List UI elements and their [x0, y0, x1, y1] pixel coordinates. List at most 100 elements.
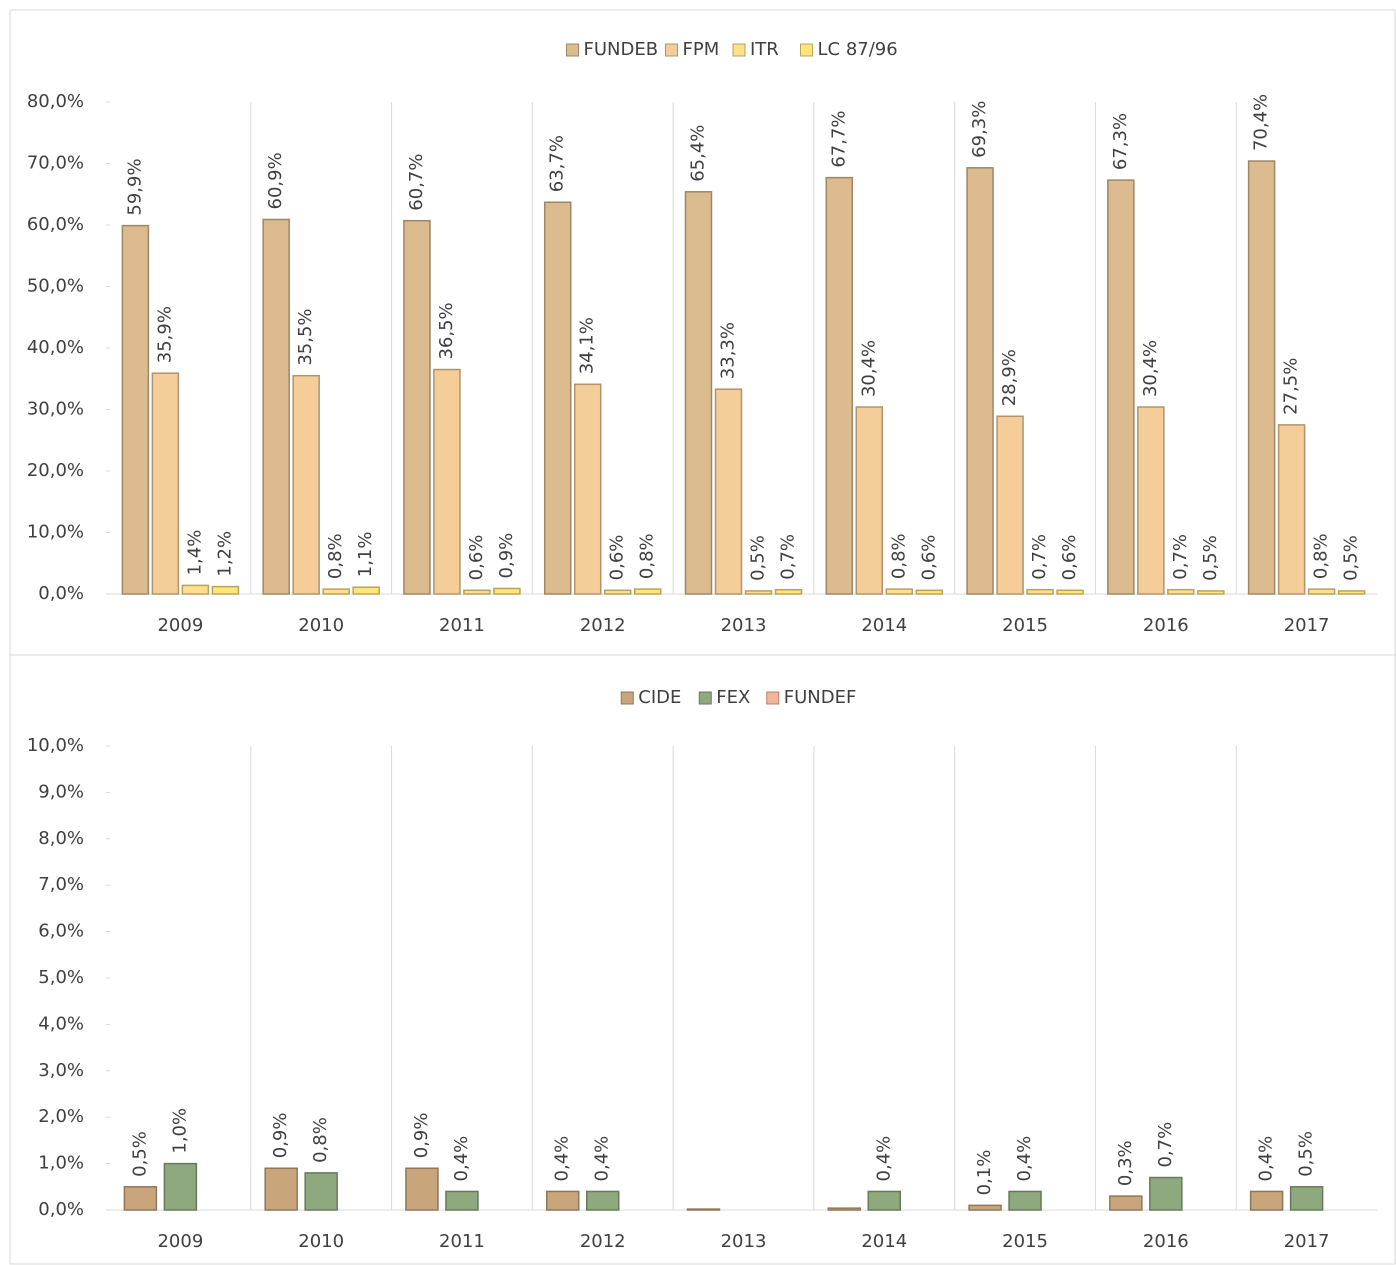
- bar: [774, 588, 803, 595]
- value-label: 0,6%: [1059, 535, 1080, 581]
- x-tick-label: 2017: [1284, 1231, 1330, 1252]
- x-tick-label: 2015: [1002, 615, 1048, 636]
- x-tick-label: 2014: [861, 615, 907, 636]
- x-tick-label: 2011: [439, 615, 485, 636]
- value-label: 0,9%: [496, 533, 517, 579]
- y-tick-label: 7,0%: [38, 874, 84, 895]
- legend-label: LC 87/96: [818, 39, 898, 60]
- bar: [211, 585, 240, 595]
- bar: [827, 1207, 862, 1211]
- bar: [867, 1190, 902, 1211]
- value-label: 0,7%: [1155, 1122, 1176, 1168]
- bar: [1008, 1190, 1042, 1211]
- bar: [322, 588, 350, 595]
- y-tick-label: 70,0%: [27, 153, 84, 174]
- y-tick-label: 5,0%: [38, 967, 84, 988]
- x-tick-label: 2010: [298, 1231, 344, 1252]
- value-label: 59,9%: [124, 158, 145, 215]
- legend-label: ITR: [750, 39, 779, 60]
- bar: [1307, 588, 1336, 595]
- y-tick-label: 40,0%: [27, 337, 84, 358]
- bar: [686, 1208, 721, 1211]
- value-label: 0,7%: [778, 534, 799, 580]
- bar: [573, 383, 602, 595]
- bar: [1277, 424, 1306, 595]
- value-label: 33,3%: [718, 322, 739, 379]
- value-label: 0,9%: [411, 1113, 432, 1159]
- y-tick-label: 10,0%: [27, 522, 84, 543]
- bar: [603, 589, 632, 595]
- y-tick-label: 9,0%: [38, 781, 84, 802]
- bar: [633, 588, 662, 595]
- bar: [744, 590, 773, 595]
- x-tick-label: 2015: [1002, 1231, 1048, 1252]
- y-tick-label: 80,0%: [27, 91, 84, 112]
- y-tick-label: 0,0%: [38, 1199, 84, 1220]
- value-label: 0,8%: [1311, 533, 1332, 579]
- value-label: 0,5%: [748, 535, 769, 581]
- value-label: 0,6%: [607, 535, 628, 581]
- bar: [1137, 406, 1165, 595]
- value-label: 0,5%: [129, 1131, 150, 1177]
- value-label: 0,5%: [1296, 1131, 1317, 1177]
- x-tick-label: 2014: [861, 1231, 907, 1252]
- bar: [1337, 590, 1366, 595]
- value-label: 36,5%: [436, 302, 457, 359]
- value-label: 30,4%: [1140, 340, 1161, 397]
- bar: [1026, 588, 1054, 595]
- x-tick-label: 2009: [157, 1231, 203, 1252]
- value-label: 1,4%: [184, 530, 205, 576]
- x-tick-label: 2012: [580, 1231, 626, 1252]
- bar: [493, 587, 521, 595]
- bar: [1149, 1176, 1183, 1211]
- bar: [405, 1167, 439, 1211]
- bar: [262, 218, 290, 595]
- frame: [9, 9, 1396, 1265]
- value-label: 65,4%: [688, 125, 709, 182]
- y-tick-label: 2,0%: [38, 1106, 84, 1127]
- value-label: 0,6%: [918, 535, 939, 581]
- y-tick-label: 10,0%: [27, 735, 84, 756]
- value-label: 0,8%: [888, 533, 909, 579]
- value-label: 30,4%: [858, 340, 879, 397]
- bar: [123, 1186, 158, 1211]
- bar: [714, 388, 743, 595]
- value-label: 0,5%: [1200, 535, 1221, 581]
- value-label: 67,3%: [1110, 113, 1131, 170]
- legend-swatch: [620, 691, 634, 705]
- value-label: 34,1%: [577, 317, 598, 374]
- value-label: 0,9%: [270, 1113, 291, 1159]
- bar: [121, 224, 150, 595]
- bar: [885, 588, 914, 595]
- y-tick-label: 20,0%: [27, 460, 84, 481]
- y-tick-label: 1,0%: [38, 1153, 84, 1174]
- bar: [1197, 590, 1225, 595]
- value-label: 0,3%: [1115, 1140, 1136, 1186]
- x-tick-label: 2011: [439, 1231, 485, 1252]
- y-tick-label: 0,0%: [38, 583, 84, 604]
- bar: [966, 167, 994, 595]
- y-tick-label: 4,0%: [38, 1013, 84, 1034]
- bar: [181, 584, 210, 595]
- bar: [163, 1162, 198, 1211]
- bar: [996, 415, 1024, 595]
- legend-label: FEX: [716, 687, 750, 708]
- value-label: 1,2%: [214, 531, 235, 577]
- bar: [1167, 588, 1195, 595]
- x-tick-label: 2010: [298, 615, 344, 636]
- value-label: 70,4%: [1251, 94, 1272, 151]
- value-label: 0,7%: [1029, 534, 1050, 580]
- bar: [1056, 589, 1084, 595]
- legend-swatch: [732, 43, 746, 57]
- value-label: 1,0%: [169, 1108, 190, 1154]
- bar: [433, 368, 461, 595]
- y-tick-label: 3,0%: [38, 1060, 84, 1081]
- value-label: 60,9%: [265, 152, 286, 209]
- x-tick-label: 2016: [1143, 1231, 1189, 1252]
- value-label: 35,5%: [295, 308, 316, 365]
- bar: [304, 1172, 338, 1211]
- bar: [585, 1190, 620, 1211]
- bar: [1109, 1195, 1143, 1211]
- bar: [151, 372, 180, 595]
